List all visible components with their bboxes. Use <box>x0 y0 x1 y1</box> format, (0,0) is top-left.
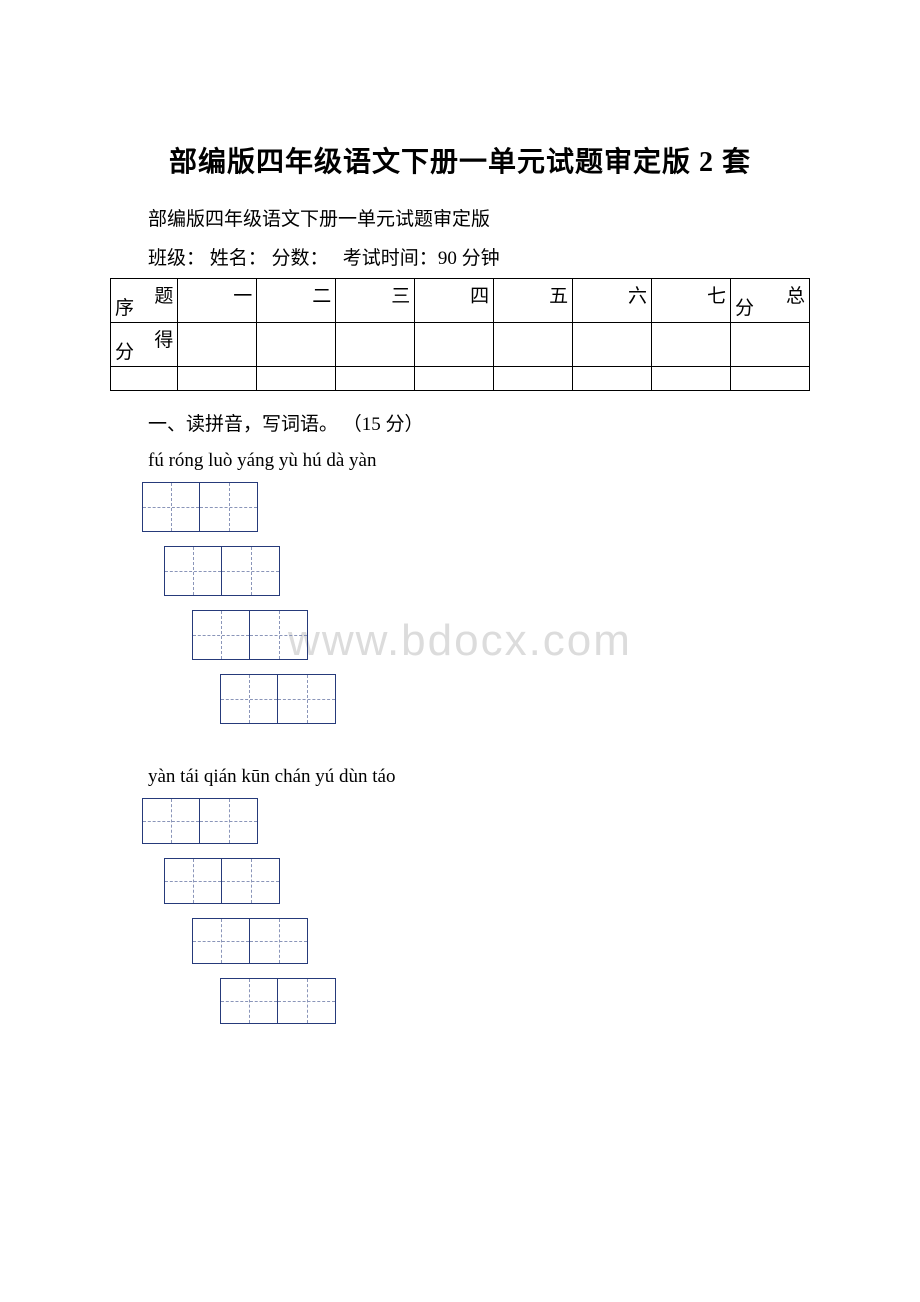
empty-cell <box>336 367 415 391</box>
score-label: 分数： <box>272 248 329 269</box>
tianzige-cell <box>164 546 222 596</box>
tianzige-group <box>142 482 810 724</box>
question-number-cell: 二 <box>257 279 336 323</box>
row-header-cell: 得 分 <box>111 323 178 367</box>
empty-cell <box>494 367 573 391</box>
tianzige-cell <box>278 978 336 1024</box>
tianzige-row <box>142 798 810 844</box>
document-title: 部编版四年级语文下册一单元试题审定版 2 套 <box>110 140 810 180</box>
tianzige-cell <box>200 482 258 532</box>
total-bottom-char: 分 <box>735 293 754 320</box>
score-cell <box>257 323 336 367</box>
tianzige-cell <box>164 858 222 904</box>
tianzige-cell <box>278 674 336 724</box>
question-number-cell: 一 <box>178 279 257 323</box>
question-number-cell: 五 <box>494 279 573 323</box>
question-number-cell: 七 <box>652 279 731 323</box>
pinyin-line: yàn tái qián kūn chán yú dùn táo <box>110 766 810 788</box>
row-header-cell: 题 序 <box>111 279 178 323</box>
empty-cell <box>257 367 336 391</box>
name-label: 姓名： <box>210 248 267 269</box>
empty-cell <box>111 367 178 391</box>
tianzige-cell <box>192 918 250 964</box>
score-table: 题 序 一 二 三 四 五 六 七 总 分 得 分 <box>110 278 810 391</box>
score-cell <box>573 323 652 367</box>
tianzige-row <box>142 482 810 532</box>
empty-cell <box>415 367 494 391</box>
time-value: 90 分钟 <box>438 248 500 269</box>
question-number-cell: 四 <box>415 279 494 323</box>
score-cell <box>178 323 257 367</box>
question-number-cell: 六 <box>573 279 652 323</box>
meta-line: 班级： 姓名： 分数： 考试时间：90 分钟 <box>110 243 810 270</box>
tianzige-row <box>220 978 810 1024</box>
total-top-char: 总 <box>786 281 805 308</box>
tianzige-row <box>164 546 810 596</box>
empty-cell <box>573 367 652 391</box>
tianzige-row <box>220 674 810 724</box>
tianzige-row <box>192 918 810 964</box>
tianzige-group <box>142 798 810 1024</box>
time-label: 考试时间： <box>343 248 438 269</box>
header-bottom-char: 序 <box>115 293 134 320</box>
class-label: 班级： <box>148 248 205 269</box>
score-cell <box>731 323 810 367</box>
score-cell <box>415 323 494 367</box>
tianzige-cell <box>142 798 200 844</box>
table-row: 得 分 <box>111 323 810 367</box>
tianzige-cell <box>192 610 250 660</box>
tianzige-cell <box>250 918 308 964</box>
empty-cell <box>731 367 810 391</box>
tianzige-cell <box>220 978 278 1024</box>
tianzige-row <box>164 858 810 904</box>
spacer <box>110 738 810 766</box>
page-content: 部编版四年级语文下册一单元试题审定版 2 套 部编版四年级语文下册一单元试题审定… <box>0 0 920 1098</box>
tianzige-cell <box>200 798 258 844</box>
section-heading: 一、读拼音，写词语。 （15 分） <box>110 409 810 436</box>
tianzige-cell <box>220 674 278 724</box>
header-top-char: 题 <box>154 281 173 308</box>
tianzige-row <box>192 610 810 660</box>
tianzige-cell <box>142 482 200 532</box>
empty-cell <box>652 367 731 391</box>
tianzige-cell <box>222 858 280 904</box>
tianzige-cell <box>222 546 280 596</box>
score-cell <box>652 323 731 367</box>
pinyin-line: fú róng luò yáng yù hú dà yàn <box>110 450 810 472</box>
table-row <box>111 367 810 391</box>
question-number-cell: 三 <box>336 279 415 323</box>
tianzige-cell <box>250 610 308 660</box>
empty-cell <box>178 367 257 391</box>
score-cell <box>494 323 573 367</box>
total-header-cell: 总 分 <box>731 279 810 323</box>
header-bottom-char: 分 <box>115 337 134 364</box>
document-subtitle: 部编版四年级语文下册一单元试题审定版 <box>110 204 810 231</box>
header-top-char: 得 <box>154 325 173 352</box>
score-cell <box>336 323 415 367</box>
table-row: 题 序 一 二 三 四 五 六 七 总 分 <box>111 279 810 323</box>
